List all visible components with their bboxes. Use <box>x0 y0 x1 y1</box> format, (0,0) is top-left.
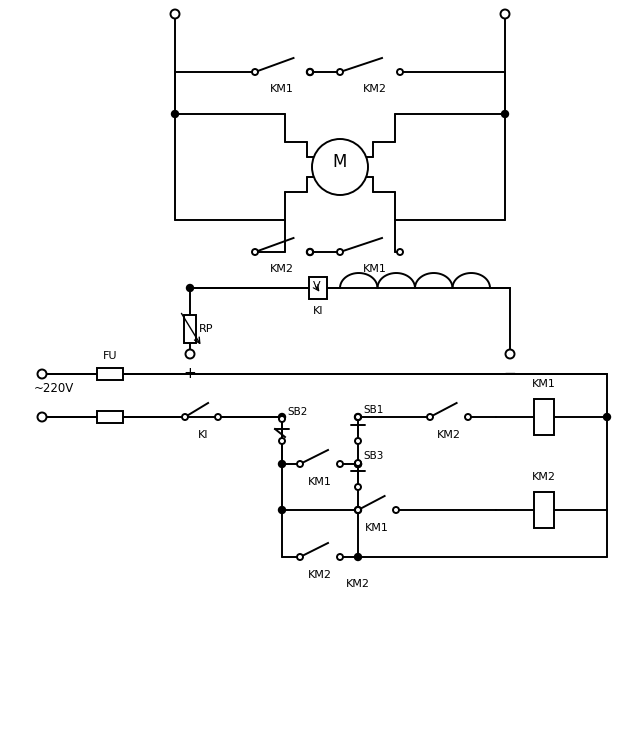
Text: KM2: KM2 <box>363 84 387 94</box>
Circle shape <box>355 413 362 421</box>
Text: −: − <box>504 366 516 381</box>
Circle shape <box>278 507 285 513</box>
Text: SB2: SB2 <box>287 407 307 417</box>
Text: KI: KI <box>313 306 323 316</box>
Circle shape <box>215 414 221 420</box>
Text: KM2: KM2 <box>270 264 294 274</box>
Bar <box>97 411 123 423</box>
Circle shape <box>186 349 195 358</box>
Text: SB1: SB1 <box>363 405 383 415</box>
Circle shape <box>279 438 285 444</box>
Text: KM2: KM2 <box>308 570 332 580</box>
Circle shape <box>355 507 361 513</box>
Circle shape <box>38 370 47 378</box>
Circle shape <box>393 507 399 513</box>
Circle shape <box>355 461 362 467</box>
Circle shape <box>465 414 471 420</box>
Bar <box>184 315 196 343</box>
Circle shape <box>355 460 361 466</box>
Circle shape <box>312 139 368 195</box>
Circle shape <box>337 554 343 560</box>
Circle shape <box>278 413 285 421</box>
Circle shape <box>502 111 509 117</box>
Circle shape <box>506 349 515 358</box>
Circle shape <box>279 416 285 422</box>
Circle shape <box>307 68 314 76</box>
Bar <box>309 277 327 299</box>
Bar <box>534 492 554 528</box>
Circle shape <box>297 554 303 560</box>
Text: FU: FU <box>103 351 117 361</box>
Bar <box>534 399 554 435</box>
Circle shape <box>337 249 343 255</box>
Circle shape <box>38 413 47 421</box>
Circle shape <box>297 461 303 467</box>
Text: V: V <box>313 281 321 291</box>
Circle shape <box>397 69 403 75</box>
Text: KM1: KM1 <box>270 84 294 94</box>
Text: KM1: KM1 <box>363 264 387 274</box>
Text: −: − <box>499 0 511 2</box>
Circle shape <box>500 10 509 19</box>
Text: +: + <box>168 0 181 2</box>
Text: KM1: KM1 <box>365 523 389 533</box>
Text: RP: RP <box>199 324 214 334</box>
Circle shape <box>307 69 313 75</box>
Text: KM2: KM2 <box>346 579 370 589</box>
Text: +: + <box>184 366 196 381</box>
Circle shape <box>355 554 362 560</box>
Circle shape <box>397 249 403 255</box>
Circle shape <box>278 461 285 467</box>
Bar <box>97 368 123 380</box>
Circle shape <box>427 414 433 420</box>
Circle shape <box>252 69 258 75</box>
Circle shape <box>182 414 188 420</box>
Circle shape <box>337 461 343 467</box>
Circle shape <box>307 249 314 255</box>
Text: KM1: KM1 <box>308 477 332 487</box>
Text: KI: KI <box>198 430 208 440</box>
Circle shape <box>186 284 193 292</box>
Text: KM2: KM2 <box>437 430 461 440</box>
Circle shape <box>355 414 361 420</box>
Text: KM2: KM2 <box>532 472 556 482</box>
Circle shape <box>355 484 361 490</box>
Text: ~220V: ~220V <box>34 382 74 395</box>
Text: KM1: KM1 <box>532 379 556 389</box>
Circle shape <box>172 111 179 117</box>
Circle shape <box>604 413 611 421</box>
Circle shape <box>307 249 313 255</box>
Circle shape <box>355 461 362 467</box>
Circle shape <box>355 507 362 513</box>
Text: M: M <box>333 153 347 171</box>
Text: SB3: SB3 <box>363 451 383 461</box>
Circle shape <box>355 438 361 444</box>
Circle shape <box>170 10 179 19</box>
Circle shape <box>252 249 258 255</box>
Circle shape <box>337 69 343 75</box>
